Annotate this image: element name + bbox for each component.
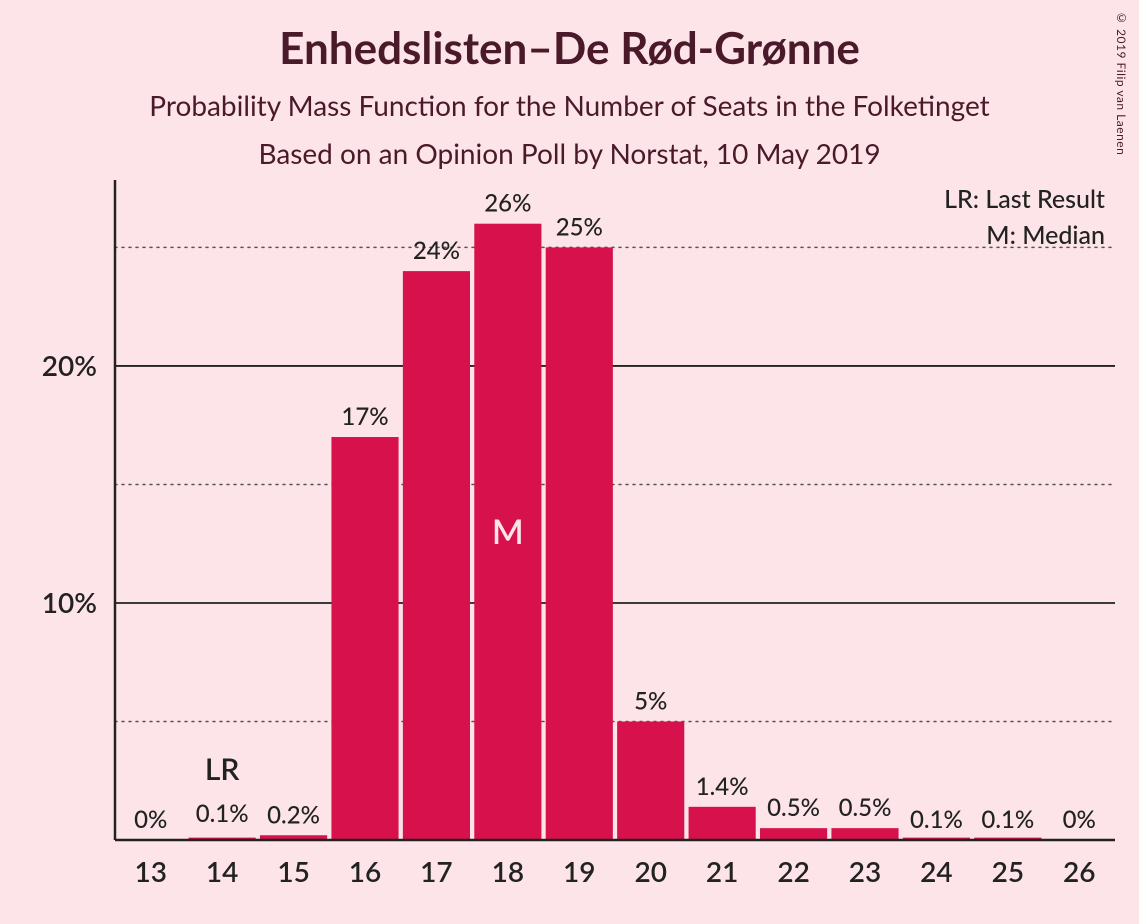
bar: [546, 247, 613, 840]
x-tick-label: 18: [492, 854, 524, 888]
bar: [689, 807, 756, 840]
bar-value-label: 1.4%: [696, 772, 749, 801]
bar: [831, 828, 898, 840]
x-tick-label: 21: [706, 854, 738, 888]
bar-value-label: 0.1%: [981, 805, 1034, 834]
lr-marker-label: LR: [205, 751, 240, 787]
x-tick-label: 15: [277, 854, 309, 888]
x-tick-label: 22: [777, 854, 809, 888]
bar-value-label: 0.5%: [839, 793, 892, 822]
bar-value-label: 0%: [1063, 805, 1096, 834]
legend-m: M: Median: [986, 220, 1105, 250]
bar-value-label: 0.1%: [196, 799, 249, 828]
bar-value-label: 0.5%: [767, 793, 820, 822]
bar-value-label: 5%: [634, 686, 667, 715]
bar-value-label: 0%: [134, 805, 167, 834]
x-tick-label: 16: [349, 854, 381, 888]
x-tick-label: 17: [420, 854, 452, 888]
x-tick-label: 25: [992, 854, 1024, 888]
pmf-bar-chart: 10% 20% 0% 13 LR 0.1% 14 0.2% 15 17% 16 24% 17 26% M 18…: [0, 0, 1139, 924]
x-tick-label: 13: [134, 854, 166, 888]
bar: [403, 271, 470, 840]
y-tick-label: 20%: [42, 348, 97, 382]
x-tick-label: 14: [206, 854, 238, 888]
bar-value-label: 26%: [484, 189, 531, 218]
x-tick-label: 26: [1063, 854, 1095, 888]
bar: [617, 721, 684, 840]
bar-value-label: 25%: [556, 212, 603, 241]
x-tick-label: 20: [634, 854, 666, 888]
x-tick-label: 19: [563, 854, 595, 888]
y-tick-label: 10%: [42, 585, 97, 619]
bar: [331, 437, 398, 840]
bar-value-label: 17%: [341, 402, 388, 431]
x-tick-label: 24: [920, 854, 952, 888]
bar-value-label: 0.2%: [267, 800, 320, 829]
legend-lr: LR: Last Result: [944, 184, 1105, 214]
bar-value-label: 24%: [413, 236, 460, 265]
median-marker-label: M: [492, 511, 524, 552]
bar: [760, 828, 827, 840]
x-tick-label: 23: [849, 854, 881, 888]
bar-value-label: 0.1%: [910, 805, 963, 834]
